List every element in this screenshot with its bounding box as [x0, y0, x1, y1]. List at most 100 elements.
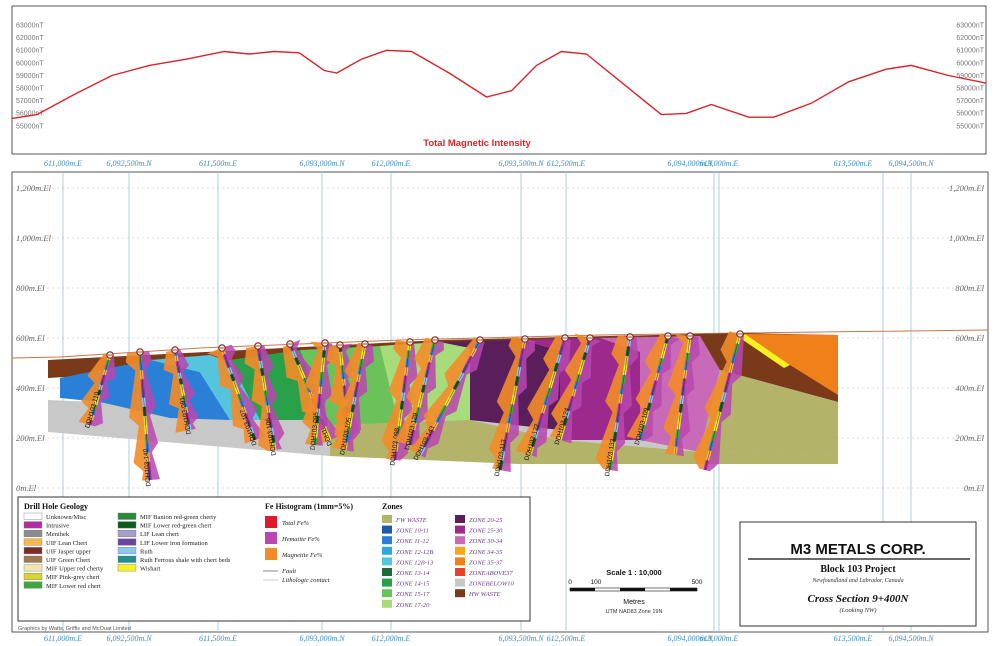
- zone-label: ZONE 12-12B: [396, 549, 433, 556]
- magnetite-histogram: [302, 341, 325, 445]
- elevation-label: 200m.El: [955, 433, 984, 443]
- zone-label: ZONE 13-14: [396, 570, 430, 577]
- geology-swatch: [23, 538, 43, 546]
- fe-label: Total Fe%: [282, 520, 310, 527]
- drill-hole: [693, 330, 744, 472]
- hole-trace-outline: [221, 347, 256, 441]
- zone-swatch: [382, 525, 392, 534]
- coordinate-label: 613,000m.E: [700, 159, 739, 168]
- zone-swatch: [455, 557, 465, 566]
- magnetite-histogram: [394, 337, 435, 445]
- fe-swatch: [265, 516, 277, 528]
- hole-label: DDH103-098: [389, 427, 401, 466]
- zone-label: HW WASTE: [468, 591, 501, 598]
- magnetite-histogram: [626, 333, 668, 440]
- hole-trace-outline: [704, 333, 741, 471]
- elevation-label: 1,000m.El: [16, 233, 52, 243]
- coordinate-label: 612,500m.E: [547, 634, 586, 643]
- zone-label: ZONE 30-34: [469, 538, 503, 545]
- fw-waste-band-east: [700, 370, 838, 455]
- zone-swatch: [382, 599, 392, 608]
- elevation-label: 400m.El: [16, 383, 45, 393]
- hole-trace-outline: [639, 335, 669, 441]
- mag-tick-label: 59000nT: [16, 73, 44, 80]
- hematite-histogram: [640, 336, 680, 441]
- hole-trace-outline: [674, 335, 691, 456]
- magnetite-histogram: [515, 335, 565, 455]
- drill-hole: DDH103-140: [125, 348, 160, 487]
- hole-trace-outline: [257, 345, 276, 451]
- geology-swatch: [117, 512, 137, 520]
- drill-hole: DDH103-091: [163, 346, 199, 435]
- coordinate-label: 612,500m.E: [547, 159, 586, 168]
- magnetite-histogram: [125, 352, 150, 481]
- geology-label: UIF Lean Chert: [46, 540, 87, 547]
- zone-label: ZONE 25-30: [469, 528, 503, 535]
- hole-label: DDH103-095: [310, 411, 321, 450]
- zone-label: ZONE 14-15: [396, 581, 430, 588]
- zone-swatch: [455, 568, 465, 576]
- geology-label: UIF Jasper upper: [46, 548, 92, 555]
- legend-zone-entries: FW WASTE ZONE 10-11 ZONE 11-12 ZONE 12-12B Z…: [382, 515, 515, 609]
- magnetite-histogram: [595, 335, 630, 470]
- hematite-histogram: [610, 337, 638, 472]
- hole-trace-outline: [89, 354, 111, 426]
- geology-label: Intrusive: [46, 523, 69, 530]
- scale-tick-100: 100: [591, 579, 602, 586]
- zone-swatch: [382, 557, 392, 566]
- hole-trace-outline: [529, 337, 566, 456]
- magnetite-histogram: [693, 331, 740, 470]
- elevation-label: 600m.El: [16, 333, 45, 343]
- legend-fe-entries: Total Fe% Hematite Fe% Magnetite Fe%: [265, 516, 323, 560]
- coordinate-label: 613,000m.E: [700, 634, 739, 643]
- zone-label: ZONEABOVE37: [469, 570, 513, 577]
- mag-panel-title: Total Magnetic Intensity: [423, 138, 531, 149]
- hole-trace-outline: [344, 343, 366, 451]
- geology-label: MIF Lower red chert: [46, 583, 101, 590]
- hematite-histogram: [530, 338, 571, 457]
- zone-swatch: [382, 589, 392, 598]
- section-title: Cross Section 9+400N: [807, 593, 909, 605]
- legend-geology-title: Drill Hole Geology: [24, 502, 88, 511]
- drill-hole: DDH103-095: [302, 339, 335, 450]
- scale-tick-500: 500: [692, 579, 703, 586]
- coordinate-label: 6,092,500m.N: [106, 159, 152, 168]
- zone-label: ZONE 20-25: [469, 517, 503, 524]
- drill-hole: DDH103-110: [78, 351, 116, 429]
- coordinate-label: 6,093,500m.N: [498, 634, 544, 643]
- geology-swatch: [23, 521, 43, 529]
- hole-trace-outline: [419, 339, 481, 456]
- hematite-histogram: [90, 355, 116, 427]
- scale-tick-0: 0: [568, 579, 572, 586]
- geology-label: MIF Pink-grey chert: [46, 574, 100, 581]
- coordinate-label: 6,094,000m.N: [667, 634, 713, 643]
- geology-swatch: [23, 555, 43, 563]
- hematite-histogram: [410, 340, 444, 448]
- zone-label: ZONEBELOW10: [469, 581, 515, 588]
- hematite-histogram: [222, 344, 266, 440]
- elevation-labels-left: 1,200m.El 1,000m.El 800m.El 600m.El 400m.El 2…: [16, 183, 52, 493]
- elevation-label: 800m.El: [955, 283, 984, 293]
- zone-swatch: [455, 546, 465, 555]
- hematite-histogram: [560, 338, 601, 444]
- zone-swatch: [382, 515, 392, 523]
- coordinate-label: 612,000m.E: [372, 159, 411, 168]
- hole-trace-outline: [499, 338, 526, 471]
- drill-hole: DDH103-133: [595, 333, 638, 477]
- geology-label: UIF Green Chert: [46, 557, 90, 564]
- drill-hole: DDH103-122: [515, 334, 571, 461]
- geology-swatch: [117, 547, 137, 555]
- coordinate-label: 6,093,500m.N: [498, 159, 544, 168]
- top-coordinate-strip: 611,000m.E 6,092,500m.N 611,500m.E 6,093,00…: [44, 159, 934, 168]
- geology-label: Menihek: [46, 531, 70, 538]
- hematite-histogram: [140, 351, 160, 480]
- zone-label: ZONE 35-37: [469, 559, 503, 566]
- mag-tick-label: 59000nT: [956, 73, 984, 80]
- zone-swatch: [382, 578, 392, 587]
- drill-hole: DDH103-109: [626, 332, 680, 446]
- zone-swatch: [455, 536, 465, 545]
- fe-swatch: [265, 532, 277, 544]
- mag-tick-label: 58000nT: [956, 86, 984, 93]
